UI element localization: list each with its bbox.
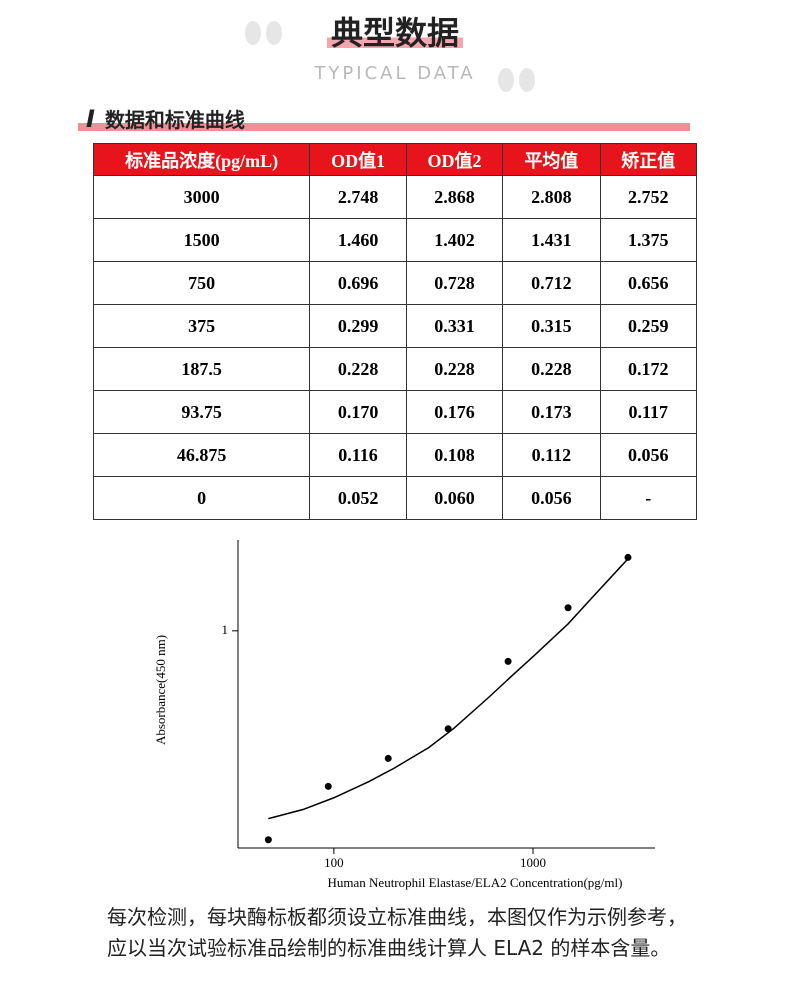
decoration [245,21,535,92]
column-header: OD值2 [405,143,504,176]
table-cell: 0.331 [405,304,504,348]
table-cell: 375 [92,304,311,348]
x-axis-title: Human Neutrophil Elastase/ELA2 Concentra… [328,875,623,890]
table-cell: 93.75 [92,390,311,434]
table-cell: 0.060 [405,476,504,520]
column-header: 矫正值 [599,143,698,176]
data-point [564,604,572,612]
table-cell: 2.752 [599,175,698,219]
table-cell: 0.712 [502,261,601,305]
table-row: 0 0.052 0.060 0.056- [92,476,698,520]
section-number: I [86,105,95,133]
table-cell: 0.172 [599,347,698,391]
data-table: 标准品浓度(pg/mL) OD值1 OD值2 平均值 矫正值 3000 2.748 2.868… [92,143,698,520]
data-point [504,657,512,665]
table-cell: 0.112 [502,433,601,477]
data-point [264,836,272,844]
table-cell: 0.259 [599,304,698,348]
footer-note: 每次检测，每块酶标板都须设立标准曲线，本图仅作为示例参考，应以当次试验标准品绘制… [107,905,687,960]
table-cell: 187.5 [92,347,311,391]
table-cell: 0.052 [309,476,407,520]
table-cell: 2.748 [309,175,407,219]
page-subtitle: TYPICAL DATA [314,63,476,84]
table-cell: 1.460 [309,218,407,262]
table-cell: 0.116 [309,433,407,477]
y-axis-title: Absorbance(450 nm) [153,635,168,745]
table-cell: 0.728 [405,261,504,305]
x-tick-label: 100 [324,855,344,870]
table-cell: 1.431 [502,218,601,262]
column-header: 标准品浓度(pg/mL) [92,143,311,176]
data-point [444,725,452,733]
table-cell: 0.176 [405,390,504,434]
table-cell: 0.656 [599,261,698,305]
table-cell: 750 [92,261,311,305]
y-tick-label: 1 [222,622,229,637]
table-cell: 0.117 [599,390,698,434]
table-row: 46.875 0.116 0.108 0.112 0.056 [92,433,698,477]
section-bar [78,123,690,131]
table-cell: 1500 [92,218,311,262]
table-row: 750 0.696 0.728 0.712 0.656 [92,261,698,305]
x-tick-label: 1000 [520,855,546,870]
header-row: 标准品浓度(pg/mL) OD值1 OD值2 平均值 矫正值 [92,143,698,176]
table-cell: 0.056 [502,476,601,520]
chart: 100 1000 1 Human Neutrophil Elastase/ELA2 C… [153,540,655,890]
table-cell: 2.868 [405,175,504,219]
table-cell: 0.173 [502,390,601,434]
title-text: 典型数据 [326,14,463,52]
table-cell: 0.108 [405,433,504,477]
table-cell: 0.315 [502,304,601,348]
page-title: 典型数据 [0,8,790,54]
table-cell: 0.299 [309,304,407,348]
table-cell: 0.056 [599,433,698,477]
section-heading: I 数据和标准曲线 [86,104,245,133]
table-cell: 0.228 [502,347,601,391]
table-cell: 0.228 [405,347,504,391]
data-point [624,553,632,561]
table-row: 187.5 0.228 0.228 0.228 0.172 [92,347,698,391]
table-cell: 0.696 [309,261,407,305]
fit-curve [268,558,629,820]
section-title: 数据和标准曲线 [104,108,245,132]
table-cell: 0.228 [309,347,407,391]
data-point [384,754,392,762]
table-cell: 0 [92,476,311,520]
table-cell: 1.402 [405,218,504,262]
column-header: OD值1 [309,143,407,176]
column-header: 平均值 [502,143,601,176]
table-cell: 0.170 [309,390,407,434]
table-cell: 46.875 [92,433,311,477]
data-point [324,782,332,790]
table-cell: 1.375 [599,218,698,262]
table-cell: - [599,476,698,520]
table-row: 375 0.299 0.331 0.315 0.259 [92,304,698,348]
table-row: 1500 1.460 1.402 1.431 1.375 [92,218,698,262]
table-cell: 2.808 [502,175,601,219]
table-row: 3000 2.748 2.868 2.808 2.752 [92,175,698,219]
table-cell: 3000 [92,175,311,219]
table-row: 93.75 0.170 0.176 0.173 0.117 [92,390,698,434]
